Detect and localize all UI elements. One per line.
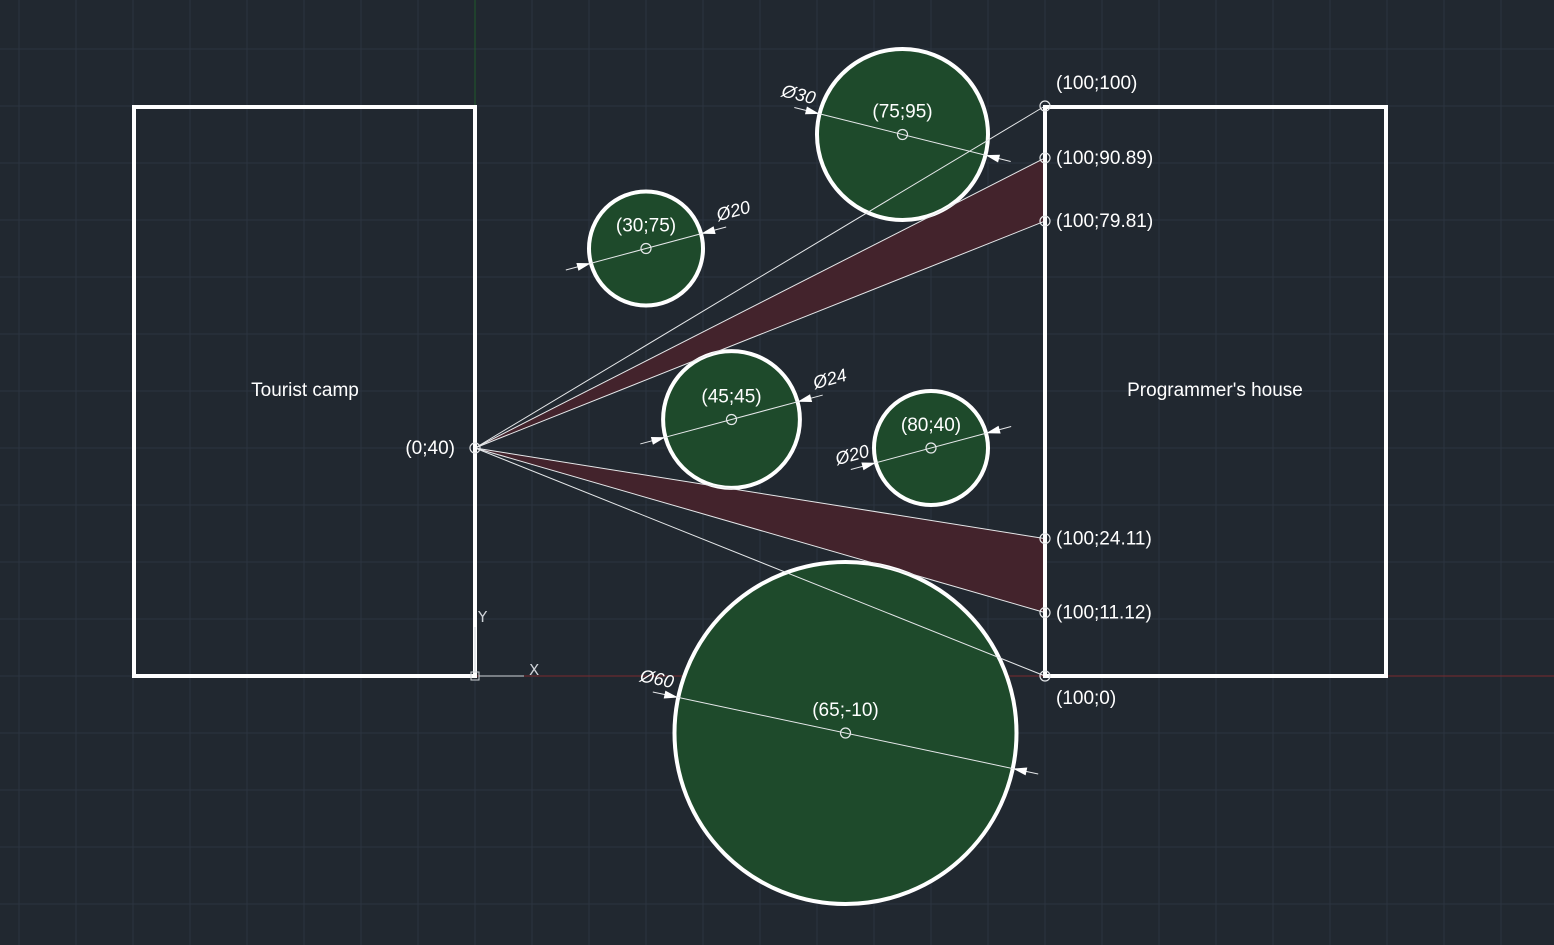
sight-lines: [474, 105, 1046, 677]
tree-center-label: (80;40): [901, 415, 961, 436]
house-point-label: (100;79.81): [1056, 211, 1153, 232]
tree-center-label: (30;75): [616, 216, 676, 237]
house-point-marker: [1039, 532, 1051, 545]
sight-line: [474, 220, 1046, 449]
tourist-camp-building: [132, 105, 477, 678]
house-point-label: (100;11.12): [1056, 603, 1152, 624]
dimension-arrowhead: [861, 462, 876, 471]
house-point-label: (100;0): [1056, 688, 1116, 709]
house-point-marker: [1039, 607, 1051, 619]
house-point-marker: [1039, 670, 1051, 682]
dimension-arrowhead: [985, 154, 1001, 163]
house-point-marker: [1039, 215, 1051, 227]
tree-center-marker: [640, 242, 652, 255]
house-point-marker: [1039, 100, 1051, 112]
dimension-line: [652, 691, 1039, 775]
dimension-arrowhead: [650, 436, 666, 445]
tree-center-label: (65;-10): [812, 700, 879, 721]
dimension-arrowhead: [797, 394, 813, 403]
dimension-line: [640, 394, 823, 445]
dimension-arrowhead: [701, 226, 716, 234]
sight-line: [474, 447, 1046, 677]
dimension-arrowhead: [986, 425, 1001, 434]
tree-center-marker: [925, 442, 937, 454]
house-point-marker: [1039, 152, 1051, 164]
tree-center-label: (75;95): [872, 102, 932, 123]
dimension-arrowhead: [804, 106, 820, 115]
house-point-label: (100;24.11): [1056, 529, 1152, 550]
dimension-arrowhead: [1012, 767, 1028, 776]
dimension-arrowhead: [576, 263, 591, 271]
sight-line: [474, 447, 1046, 540]
ucs-icon: X Y: [470, 608, 539, 681]
dimension-arrowhead: [663, 690, 679, 699]
viewpoint-label: (0;40): [405, 438, 455, 459]
dimension-line: [850, 426, 1012, 470]
ucs-x-label: X: [529, 661, 539, 679]
tree-center-marker: [839, 727, 852, 739]
programmers-house-building: [1043, 105, 1388, 678]
tourist-camp-label: Tourist camp: [251, 380, 359, 401]
sight-line: [474, 447, 1046, 614]
tree-center-marker: [896, 128, 909, 141]
dimension-line: [565, 226, 727, 271]
house-point-label: (100;100): [1056, 73, 1137, 94]
sight-line: [474, 157, 1046, 449]
programmers-house-label: Programmer's house: [1127, 380, 1303, 401]
dimension-line: [794, 107, 1011, 162]
house-point-label: (100;90.89): [1056, 148, 1153, 169]
sight-line: [474, 105, 1046, 449]
tree-center-label: (45;45): [701, 387, 761, 408]
ucs-y-label: Y: [477, 608, 488, 626]
viewpoint-marker: [469, 442, 481, 454]
coordinate-points: (0;40) (100;100) (100;90.89) (100;79.81) (10…: [405, 73, 1153, 739]
tree-center-marker: [725, 413, 738, 426]
